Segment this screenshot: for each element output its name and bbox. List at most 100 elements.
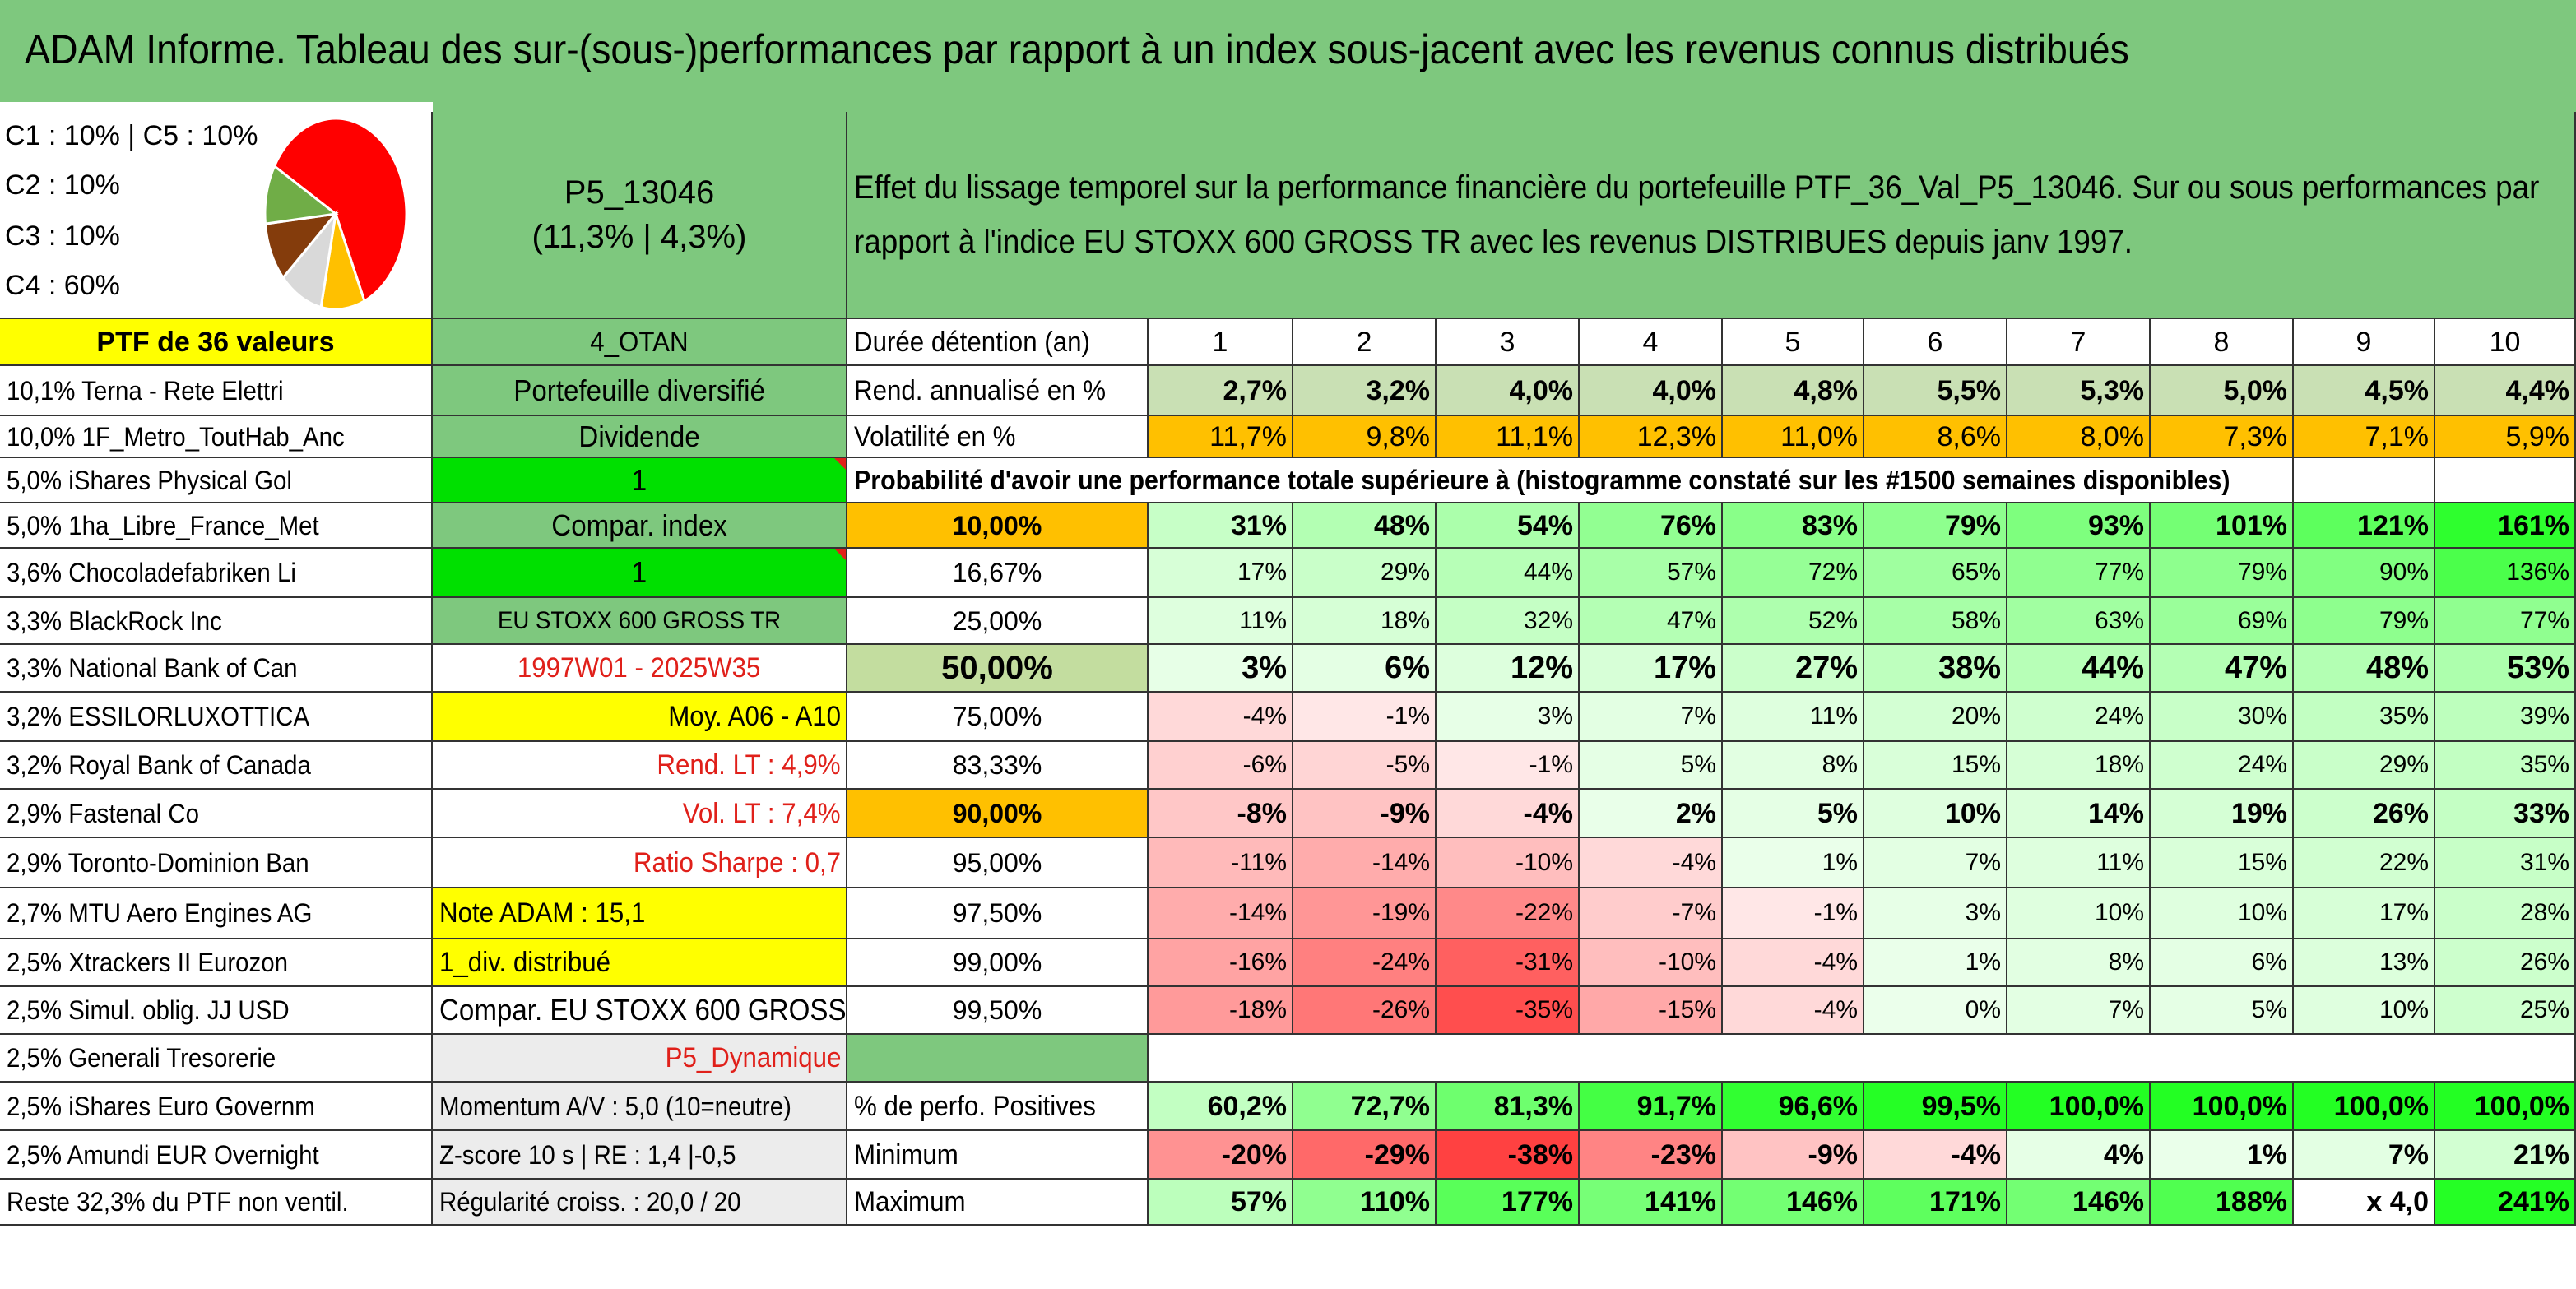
max-value-text: 110% — [1359, 1186, 1430, 1217]
prob-threshold: 99,00% — [847, 939, 1149, 987]
holding-item: 2,5% iShares Euro Governm — [0, 1083, 433, 1131]
max-value-text: 146% — [2072, 1186, 2144, 1217]
prob-value-text: 24% — [2094, 702, 2144, 730]
max-value: 188% — [2151, 1180, 2294, 1226]
prob-value-text: -31% — [1515, 948, 1573, 976]
prob-value: -15% — [1580, 987, 1723, 1035]
prob-value-text: 35% — [2519, 751, 2569, 778]
pie-block: C1 : 10% | C5 : 10% C2 : 10% C3 : 10% C4 : … — [0, 112, 433, 319]
prob-threshold-text: 75,00% — [952, 702, 1042, 731]
holding-item: 3,3% National Bank of Can — [0, 645, 433, 693]
prob-value: 69% — [2151, 598, 2294, 645]
prob-value: 35% — [2435, 742, 2576, 790]
prob-value-text: 29% — [2379, 751, 2429, 778]
duration-label-text: Durée détention (an) — [854, 326, 1090, 358]
description-line: rapport à l'indice EU STOXX 600 GROSS TR… — [854, 224, 2133, 260]
holding-item: Reste 32,3% du PTF non ventil. — [0, 1180, 433, 1226]
info-cell-text: Régularité croiss. : 20,0 / 20 — [439, 1187, 741, 1217]
pos-value-text: 72,7% — [1350, 1090, 1430, 1122]
vol-value: 11,0% — [1723, 416, 1864, 458]
rend-value-text: 4,0% — [1652, 374, 1717, 406]
holding-item-text: 2,5% Amundi EUR Overnight — [7, 1139, 319, 1170]
prob-value-text: 31% — [2519, 848, 2569, 876]
max-value: 146% — [2007, 1180, 2151, 1226]
prob-value-text: 93% — [2087, 509, 2144, 541]
prob-value: -4% — [1723, 987, 1864, 1035]
prob-value-text: 58% — [1951, 606, 2001, 634]
prob-threshold-text: 95,00% — [952, 847, 1042, 878]
prob-value-text: 17% — [2379, 899, 2429, 926]
blank-cell — [1149, 1035, 2576, 1083]
rend-value: 5,3% — [2007, 366, 2151, 416]
pos-label: % de perfo. Positives — [847, 1083, 1149, 1131]
comment-marker — [834, 549, 846, 560]
info-cell-text: 1 — [631, 555, 647, 589]
prob-value-text: -4% — [1242, 702, 1287, 730]
prob-value-text: 13% — [2379, 948, 2429, 976]
prob-value-text: -9% — [1380, 797, 1430, 829]
min-value: 21% — [2435, 1131, 2576, 1180]
prob-value: 7% — [2007, 987, 2151, 1035]
holding-item: 2,7% MTU Aero Engines AG — [0, 888, 433, 939]
holding-item: 2,9% Fastenal Co — [0, 790, 433, 838]
vol-value: 9,8% — [1293, 416, 1437, 458]
prob-value-text: 79% — [2379, 606, 2429, 634]
max-value-text: 171% — [1929, 1186, 2001, 1217]
prob-value-text: -1% — [1529, 751, 1573, 778]
min-value: -4% — [1864, 1131, 2007, 1180]
prob-value-text: 20% — [1951, 702, 2001, 730]
max-value: x 4,0 — [2294, 1180, 2435, 1226]
prob-value: 48% — [2294, 645, 2435, 693]
prob-value-text: 11% — [2096, 848, 2144, 876]
info-cell-text: Ratio Sharpe : 0,7 — [633, 846, 841, 879]
prob-value: 29% — [1293, 549, 1437, 598]
prob-value-text: 30% — [2237, 702, 2287, 730]
prob-value-text: 44% — [2081, 651, 2144, 685]
prob-value: 52% — [1723, 598, 1864, 645]
prob-value: 44% — [2007, 645, 2151, 693]
prob-value: -6% — [1149, 742, 1293, 790]
prob-value: 5% — [1723, 790, 1864, 838]
holding-item-text: 2,7% MTU Aero Engines AG — [7, 898, 313, 928]
rend-value-text: 5,3% — [2080, 374, 2145, 406]
holdings-header: PTF de 36 valeurs — [0, 319, 433, 366]
prob-value-text: 26% — [2519, 948, 2569, 976]
prob-value-text: -24% — [1372, 948, 1430, 976]
rend-value: 3,2% — [1293, 366, 1437, 416]
prob-value: -1% — [1723, 888, 1864, 939]
prob-value-text: 27% — [1794, 651, 1858, 685]
prob-value: 79% — [2294, 598, 2435, 645]
prob-value: 17% — [1149, 549, 1293, 598]
vol-value-text: 11,1% — [1496, 420, 1573, 452]
prob-value: -4% — [1580, 838, 1723, 888]
prob-value-text: 5% — [2251, 996, 2287, 1023]
holding-item-text: 5,0% 1ha_Libre_France_Met — [7, 510, 319, 540]
prob-value-text: 53% — [2506, 651, 2569, 685]
vol-value-text: 11,0% — [1780, 420, 1858, 452]
prob-value-text: -4% — [1813, 996, 1858, 1023]
prob-value: 8% — [2007, 939, 2151, 987]
prob-threshold-text: 83,33% — [952, 750, 1042, 780]
info-cell-text: Compar. EU STOXX 600 GROSS TR — [439, 993, 847, 1027]
prob-value-text: 19% — [2230, 797, 2287, 829]
vol-value: 11,7% — [1149, 416, 1293, 458]
page-title: ADAM Informe. Tableau des sur-(sous-)per… — [25, 26, 2129, 72]
allocation-pie-chart — [263, 117, 408, 311]
prob-value-text: 83% — [1801, 509, 1858, 541]
prob-value: -4% — [1437, 790, 1580, 838]
prob-value-text: 18% — [1380, 606, 1430, 634]
prob-value: 44% — [1437, 549, 1580, 598]
prob-value-text: 38% — [1938, 651, 2001, 685]
max-value: 171% — [1864, 1180, 2007, 1226]
prob-value-text: -10% — [1515, 848, 1573, 876]
vol-value-text: 7,3% — [2223, 420, 2288, 452]
prob-value: 17% — [2294, 888, 2435, 939]
pos-value: 100,0% — [2151, 1083, 2294, 1131]
prob-value-text: 22% — [2379, 848, 2429, 876]
rend-value: 4,4% — [2435, 366, 2576, 416]
pie-legend-item: C3 : 10% — [5, 220, 120, 252]
prob-value: 33% — [2435, 790, 2576, 838]
min-value-text: -20% — [1221, 1138, 1287, 1171]
rend-value: 2,7% — [1149, 366, 1293, 416]
year-header: 3 — [1437, 319, 1580, 366]
